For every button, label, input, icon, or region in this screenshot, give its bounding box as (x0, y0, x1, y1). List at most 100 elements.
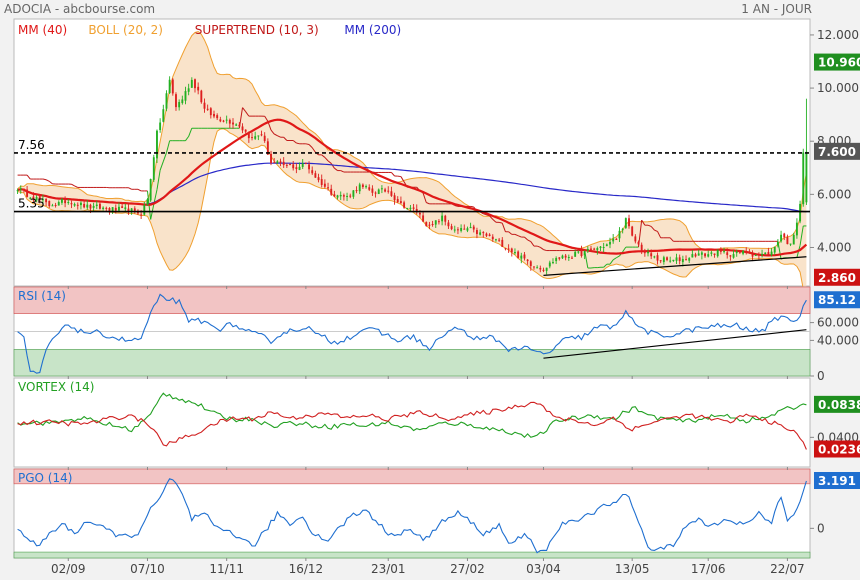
supertrend-segment (277, 135, 281, 138)
rsi-trendline (543, 329, 807, 359)
candle-body (735, 251, 738, 254)
candle-body (548, 262, 551, 267)
supertrend-segment (283, 136, 288, 141)
supertrend-segment (612, 257, 617, 261)
candle-body (254, 136, 257, 139)
candle-body (786, 237, 789, 245)
candle-body (552, 262, 554, 264)
ytick-label-price-3: 10.000 (817, 81, 859, 95)
supertrend-segment (492, 218, 497, 223)
candle-body (685, 259, 687, 261)
candle-body (719, 250, 722, 252)
candle-body (228, 119, 231, 124)
candle-body (162, 109, 165, 122)
candle-body (190, 79, 193, 88)
candle-body (41, 199, 44, 201)
candle-body (469, 227, 472, 229)
candle-body (748, 251, 751, 254)
candle-body (48, 200, 51, 207)
pgo-low-zone (13, 551, 811, 559)
candle-body (586, 248, 589, 251)
candle-body (593, 248, 596, 250)
candle-body (475, 230, 478, 234)
candle-body (368, 187, 371, 190)
ytick-label-pgo-0: 0 (817, 521, 825, 535)
candle-body (491, 236, 494, 240)
supertrend-segment (74, 185, 78, 188)
candle-body (656, 255, 659, 261)
chart-title: ADOCIA - abcbourse.com (4, 2, 156, 16)
candle-body (624, 218, 627, 228)
candle-body (54, 205, 57, 207)
candle-body (32, 196, 35, 200)
candle-body (564, 255, 567, 258)
candle-body (99, 203, 101, 209)
mm40-line (17, 118, 808, 257)
candle-body (700, 252, 703, 255)
candle-body (365, 186, 368, 188)
candle-body (776, 241, 779, 246)
candle-body (311, 170, 314, 174)
candle-body (456, 229, 459, 231)
candle-body (213, 113, 215, 117)
candle-body (279, 161, 282, 163)
candle-body (418, 212, 421, 215)
candle-body (713, 253, 716, 255)
supertrend-segment (524, 236, 528, 241)
candle-body (352, 190, 355, 197)
candle-body (789, 243, 792, 245)
candle-body (251, 137, 253, 139)
candle-body (390, 191, 393, 196)
candle-body (342, 195, 345, 197)
legend-price-0: MM (40) (18, 23, 67, 37)
candle-body (175, 94, 177, 108)
candle-body (561, 255, 564, 259)
candle-body (615, 238, 618, 240)
supertrend-segment (48, 180, 53, 185)
pgo-line (17, 478, 807, 554)
candle-body (333, 194, 336, 197)
candle-body (200, 90, 203, 103)
candle-body (795, 222, 798, 236)
legend-price-1: BOLL (20, 2) (88, 23, 163, 37)
candle-body (558, 257, 561, 259)
price-badge-2-label: 2.860 (818, 271, 856, 285)
candle-body (358, 184, 361, 192)
candle-body (346, 195, 349, 197)
candle-body (520, 255, 523, 259)
candle-body (320, 179, 323, 185)
candle-body (501, 239, 504, 247)
ytick-label-rsi-1: 40.000 (817, 333, 859, 347)
candle-body (726, 252, 729, 256)
candle-body (447, 222, 450, 227)
candle-body (412, 207, 415, 209)
supertrend-segment (489, 215, 494, 220)
supertrend-segment (530, 241, 535, 247)
supertrend-segment (321, 154, 326, 158)
candle-body (111, 207, 114, 212)
candle-body (387, 190, 390, 192)
candle-body (792, 234, 795, 245)
candle-body (60, 199, 63, 203)
candle-body (466, 228, 469, 231)
candle-body (745, 251, 748, 253)
candle-body (232, 122, 234, 125)
xtick-label-9: 22/07 (770, 562, 805, 576)
legend-pgo-0: PGO (14) (18, 471, 72, 485)
candle-body (590, 248, 592, 250)
price-badge-1: 7.600 (814, 142, 860, 160)
panel-vortex-plot (13, 377, 811, 468)
candle-body (482, 232, 485, 234)
candle-body (498, 239, 501, 241)
candle-body (216, 115, 219, 119)
supertrend-segment (527, 239, 532, 243)
bollinger-upper (17, 30, 807, 251)
supertrend-segment (657, 231, 662, 239)
supertrend-segment (42, 178, 47, 181)
legend-price-2: SUPERTREND (10, 3) (195, 23, 319, 37)
candle-body (634, 236, 637, 242)
supertrend-segment (422, 192, 427, 203)
vortex-badge-1-label: 0.0236 (818, 442, 860, 456)
candle-body (377, 189, 380, 195)
